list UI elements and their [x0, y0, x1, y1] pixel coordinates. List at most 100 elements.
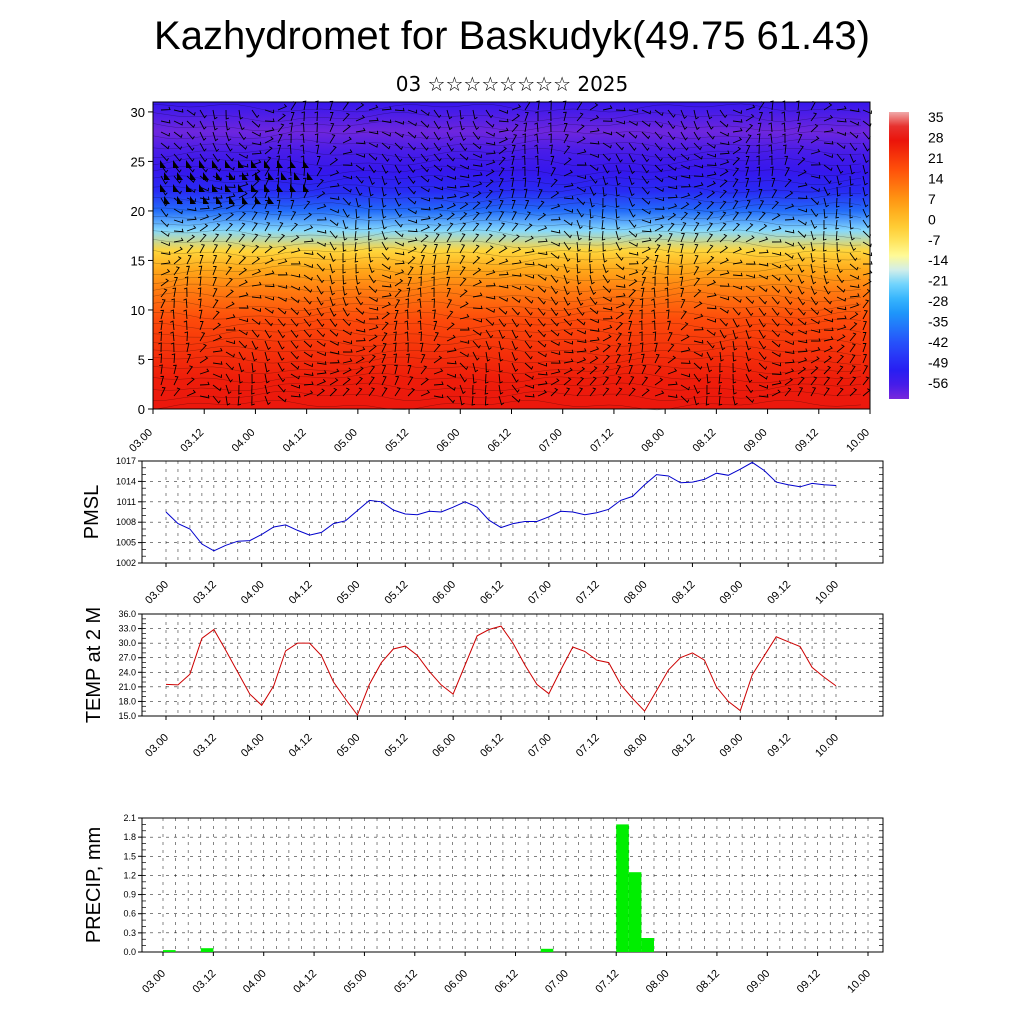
cross-section-xtick: 05.00: [332, 427, 360, 455]
precip-ytick: 0.3: [123, 928, 136, 938]
pmsl-ytick: 1008: [116, 517, 136, 527]
pmsl-xtick: 08.12: [670, 579, 698, 607]
colorbar-label: 7: [928, 191, 936, 207]
cross-section-xtick: 04.00: [230, 427, 258, 455]
pmsl-xtick: 09.12: [765, 579, 793, 607]
precip-xtick: 05.12: [392, 968, 420, 996]
precip-xtick: 09.00: [744, 968, 772, 996]
temp-xtick: 08.00: [622, 732, 650, 760]
temp-ytick: 27.0: [118, 653, 136, 663]
precip-ylabel: PRECIP, mm: [83, 827, 105, 943]
temp-xtick: 04.00: [239, 732, 267, 760]
colorbar-label: -28: [928, 293, 948, 309]
temp-xtick: 06.00: [430, 732, 458, 760]
precip-xtick: 03.12: [191, 968, 219, 996]
precip-frame: [141, 817, 884, 953]
temp-ytick: 18.0: [118, 696, 136, 706]
colorbar-label: 21: [928, 150, 944, 166]
precip-xtick: 10.00: [845, 968, 873, 996]
precip-ytick: 1.2: [123, 870, 136, 880]
colorbar-label: -35: [928, 314, 948, 330]
pmsl-xtick: 10.00: [813, 579, 841, 607]
cross-section-ytick: 25: [131, 154, 145, 169]
pmsl-xtick: 09.00: [717, 579, 745, 607]
pmsl-ytick: 1011: [117, 497, 136, 507]
precip-ytick: 2.1: [123, 813, 136, 823]
cross-section-xtick: 07.00: [537, 427, 565, 455]
precip-xtick: 04.00: [241, 968, 269, 996]
cross-section-xtick: 09.00: [742, 427, 770, 455]
cross-section-xtick: 08.12: [691, 427, 719, 455]
cross-section-ytick: 30: [131, 105, 145, 120]
colorbar-label: 28: [928, 129, 944, 145]
pmsl-xtick: 08.00: [622, 579, 650, 607]
pmsl-xtick: 03.12: [191, 579, 219, 607]
cross-section-ytick: 0: [138, 402, 145, 417]
pmsl-panel: 1002 1005 1008 1011 1014 1017 03.00 03.12 04.00 0…: [81, 456, 884, 607]
pmsl-xtick: 06.00: [430, 579, 458, 607]
temp-xtick: 04.12: [287, 732, 315, 760]
precip-bar: [163, 950, 176, 952]
colorbar-label: -7: [928, 232, 941, 248]
temp-ytick: 33.0: [118, 624, 136, 634]
temp-xtick: 05.00: [335, 732, 363, 760]
precip-xtick: 08.12: [694, 968, 722, 996]
precip-bar: [616, 824, 629, 952]
colorbar-label: -49: [928, 355, 948, 371]
pmsl-ylabel: PMSL: [81, 485, 103, 539]
cross-section-ytick: 5: [138, 352, 145, 367]
chart-title: Kazhydromet for Baskudyk(49.75 61.43): [154, 14, 870, 58]
pmsl-line: [165, 461, 837, 552]
cross-section-xtick: 09.12: [793, 427, 821, 455]
precip-xtick: 07.00: [543, 968, 571, 996]
pmsl-xtick: 04.00: [239, 579, 267, 607]
cross-section-xtick: 03.12: [178, 427, 206, 455]
cross-section-xtick: 05.12: [383, 427, 411, 455]
precip-bar: [540, 948, 554, 952]
cross-section-xtick: 06.00: [434, 427, 462, 455]
pmsl-ytick: 1014: [116, 476, 136, 486]
cross-section-xtick: 06.12: [486, 427, 514, 455]
precip-xtick: 07.12: [593, 968, 621, 996]
temp-xtick: 07.12: [574, 732, 602, 760]
pmsl-ytick: 1005: [116, 538, 136, 548]
colorbar: [889, 112, 909, 399]
temp-ytick: 21.0: [118, 682, 136, 692]
precip-xtick: 09.12: [795, 968, 823, 996]
temp-xtick: 09.00: [717, 732, 745, 760]
pmsl-xtick: 07.00: [526, 579, 554, 607]
cross-section-xtick: 07.12: [588, 427, 616, 455]
colorbar-label: -42: [928, 334, 948, 350]
temp-xtick: 06.12: [478, 732, 506, 760]
pmsl-ytick: 1002: [116, 558, 136, 568]
temp-ylabel: TEMP at 2 M: [83, 607, 105, 723]
heatmap-field: [153, 102, 870, 409]
precip-grid: [142, 817, 883, 953]
temp-xtick: 03.00: [143, 732, 171, 760]
precip-xtick: 08.00: [644, 968, 672, 996]
colorbar-label: -14: [928, 252, 948, 268]
cross-section-ytick: 20: [131, 204, 145, 219]
pmsl-grid: [142, 460, 883, 564]
temp-xtick: 03.12: [191, 732, 219, 760]
precip-bar: [200, 948, 214, 952]
precip-bar: [628, 872, 642, 952]
colorbar-label: -21: [928, 273, 948, 289]
precip-ytick: 1.5: [123, 851, 136, 861]
precip-xtick: 06.12: [493, 968, 521, 996]
wind-barbs: [158, 100, 873, 406]
pmsl-xtick: 05.12: [382, 579, 410, 607]
precip-ytick: 1.8: [123, 832, 136, 842]
cross-section-ytick: 10: [131, 303, 145, 318]
temp-ytick: 15.0: [118, 711, 136, 721]
cross-section-xtick: 03.00: [127, 427, 155, 455]
chart-subtitle: 03 ☆☆☆☆☆☆☆☆ 2025: [395, 72, 629, 96]
temp-line: [165, 625, 837, 717]
colorbar-label: 35: [928, 109, 944, 125]
temp-panel: 15.0 18.0 21.0 24.0 27.0 30.0 33.0 36.0 03.00 03.…: [83, 607, 884, 760]
precip-ytick: 0.6: [123, 909, 136, 919]
cross-section-xtick: 04.12: [281, 427, 309, 455]
precip-panel: 0.0 0.3 0.6 0.9 1.2 1.5 1.8 2.1 03.00 03.12 04.00 0…: [83, 813, 884, 996]
temp-xtick: 09.12: [765, 732, 793, 760]
